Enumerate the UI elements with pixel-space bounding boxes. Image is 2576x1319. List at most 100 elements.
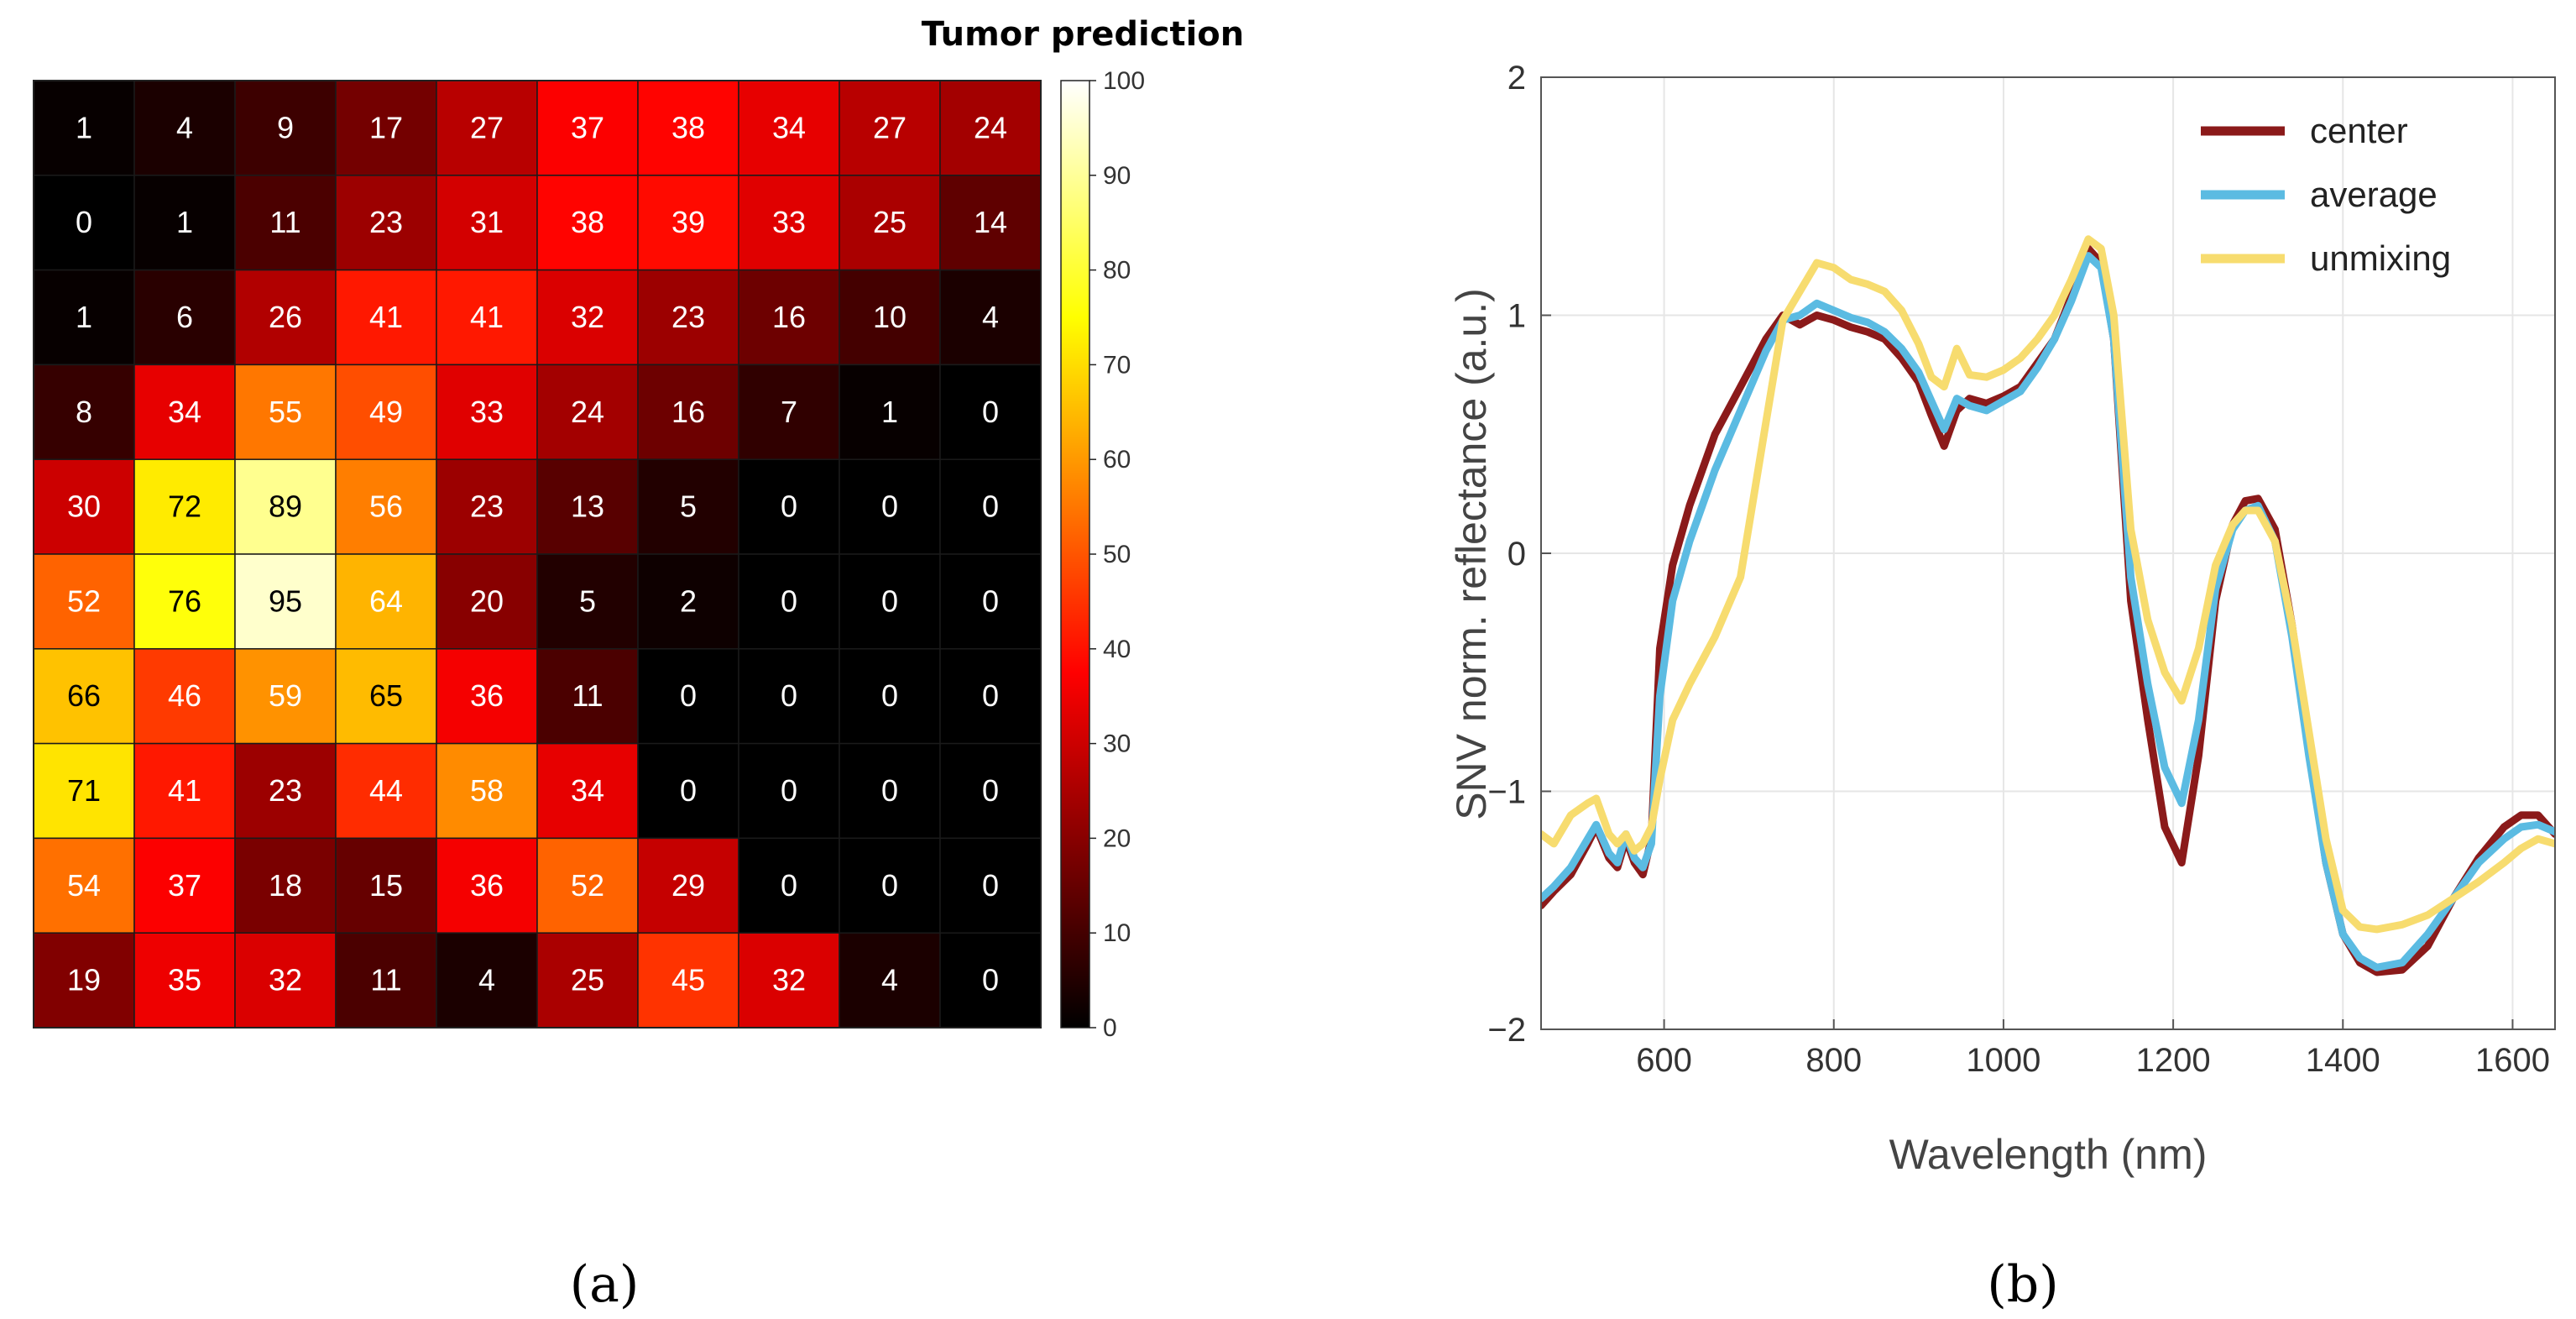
heatmap-cell-value: 38 (571, 205, 604, 239)
heatmap-cell-value: 18 (269, 868, 302, 903)
heatmap-cell-value: 0 (781, 584, 797, 618)
colorbar-tick-label: 30 (1103, 730, 1131, 758)
heatmap-cell-value: 0 (982, 395, 999, 429)
heatmap-cell (536, 648, 639, 745)
colorbar-tick-label: 10 (1103, 919, 1131, 947)
heatmap-cell (738, 458, 840, 555)
heatmap-cell-value: 0 (680, 773, 697, 808)
heatmap-cell (839, 553, 941, 650)
heatmap-cell-value: 0 (781, 489, 797, 524)
heatmap-panel: Tumor prediction 1 4 9 17 27 37 38 34 27 240 1 11 23… (33, 15, 1245, 1042)
heatmap-cell (939, 458, 1042, 555)
colorbar-tick-label: 70 (1103, 351, 1131, 379)
heatmap-cell-value: 0 (881, 678, 898, 713)
legend-label-center: center (2310, 111, 2408, 150)
y-tick-label: −2 (1487, 1012, 1526, 1049)
heatmap-cell-value: 0 (781, 678, 797, 713)
heatmap-cell-value: 54 (67, 868, 101, 903)
heatmap-cell (839, 648, 941, 745)
heatmap-cell-value: 31 (470, 205, 504, 239)
heatmap-cell (738, 364, 840, 460)
heatmap-cell-value: 25 (873, 205, 907, 239)
heatmap-cell-value: 32 (269, 963, 302, 997)
heatmap-cell (637, 742, 739, 840)
y-tick-label: 2 (1507, 60, 1526, 97)
heatmap-cell-value: 23 (369, 205, 403, 239)
y-axis-title: SNV norm. reflectance (a.u.) (1448, 288, 1495, 820)
heatmap-cell-value: 17 (369, 110, 403, 144)
heatmap-cell-value: 52 (67, 584, 101, 618)
heatmap-cell-value: 37 (571, 110, 604, 144)
heatmap-cell-value: 24 (571, 395, 604, 429)
heatmap-cell-value: 0 (982, 868, 999, 903)
heatmap-cell (234, 553, 337, 650)
colorbar (1060, 80, 1090, 1029)
heatmap-cell-value: 4 (176, 110, 193, 144)
heatmap-cell-value: 56 (369, 489, 403, 524)
heatmap-cell (234, 742, 337, 840)
heatmap-cell-value: 36 (470, 868, 504, 903)
heatmap-cell (536, 458, 639, 555)
heatmap-cell-value: 35 (168, 963, 201, 997)
heatmap-cell-value: 34 (168, 395, 201, 429)
heatmap-cell (234, 458, 337, 555)
heatmap-cell (33, 364, 135, 460)
heatmap-cell (939, 648, 1042, 745)
heatmap-cell (436, 458, 538, 555)
heatmap-cell (637, 932, 739, 1029)
heatmap-cell-value: 66 (67, 678, 101, 713)
heatmap-cell (738, 742, 840, 840)
colorbar-tick-label: 60 (1103, 446, 1131, 474)
heatmap-cell-value: 59 (269, 678, 302, 713)
heatmap-cell-value: 76 (168, 584, 201, 618)
heatmap-cell (33, 553, 135, 650)
heatmap-cell-value: 0 (881, 584, 898, 618)
heatmap-cell-value: 4 (982, 300, 999, 334)
heatmap-cell (738, 269, 840, 366)
heatmap-cell (335, 742, 437, 840)
y-tick-label: 0 (1507, 536, 1526, 573)
heatmap-cell-value: 33 (470, 395, 504, 429)
heatmap-cell-value: 41 (470, 300, 504, 334)
heatmap-cell-value: 11 (370, 963, 401, 997)
colorbar-tick-label: 40 (1103, 636, 1131, 663)
y-tick-label: 1 (1507, 298, 1526, 335)
heatmap-cell-value: 1 (881, 395, 898, 429)
heatmap-cell (436, 269, 538, 366)
x-tick-label: 800 (1805, 1042, 1862, 1079)
heatmap-cell-value: 0 (76, 205, 92, 239)
heatmap-title: Tumor prediction (922, 15, 1245, 54)
heatmap-cell (335, 175, 437, 271)
heatmap-cell (234, 175, 337, 271)
heatmap-cell-value: 58 (470, 773, 504, 808)
heatmap-cell (335, 80, 437, 176)
heatmap-cell-value: 1 (76, 300, 92, 334)
heatmap-cell-value: 39 (671, 205, 705, 239)
heatmap-cell-value: 38 (671, 110, 705, 144)
heatmap-cell (536, 175, 639, 271)
colorbar-tick-label: 0 (1103, 1014, 1117, 1042)
heatmap-cell-value: 25 (571, 963, 604, 997)
heatmap-cell-value: 95 (269, 584, 302, 618)
heatmap-cell-value: 15 (369, 868, 403, 903)
heatmap-cell-value: 44 (369, 773, 403, 808)
heatmap-cell (939, 364, 1042, 460)
heatmap-cell (839, 742, 941, 840)
heatmap-cell-value: 1 (76, 110, 92, 144)
heatmap-cell-value: 24 (974, 110, 1007, 144)
heatmap-cell-value: 65 (369, 678, 403, 713)
heatmap-cell-value: 23 (671, 300, 705, 334)
heatmap-cell-value: 52 (571, 868, 604, 903)
heatmap-cell-value: 34 (571, 773, 604, 808)
heatmap-cell (133, 175, 236, 271)
heatmap-cell-value: 32 (571, 300, 604, 334)
heatmap-cell-value: 37 (168, 868, 201, 903)
panel-label-a: (a) (570, 1255, 640, 1314)
heatmap-cell (133, 932, 236, 1029)
heatmap-cell-value: 29 (671, 868, 705, 903)
heatmap-cell-value: 0 (680, 678, 697, 713)
heatmap-cell-value: 33 (772, 205, 806, 239)
heatmap-cell (133, 80, 236, 176)
heatmap-cell (839, 269, 941, 366)
heatmap-cell (234, 837, 337, 934)
